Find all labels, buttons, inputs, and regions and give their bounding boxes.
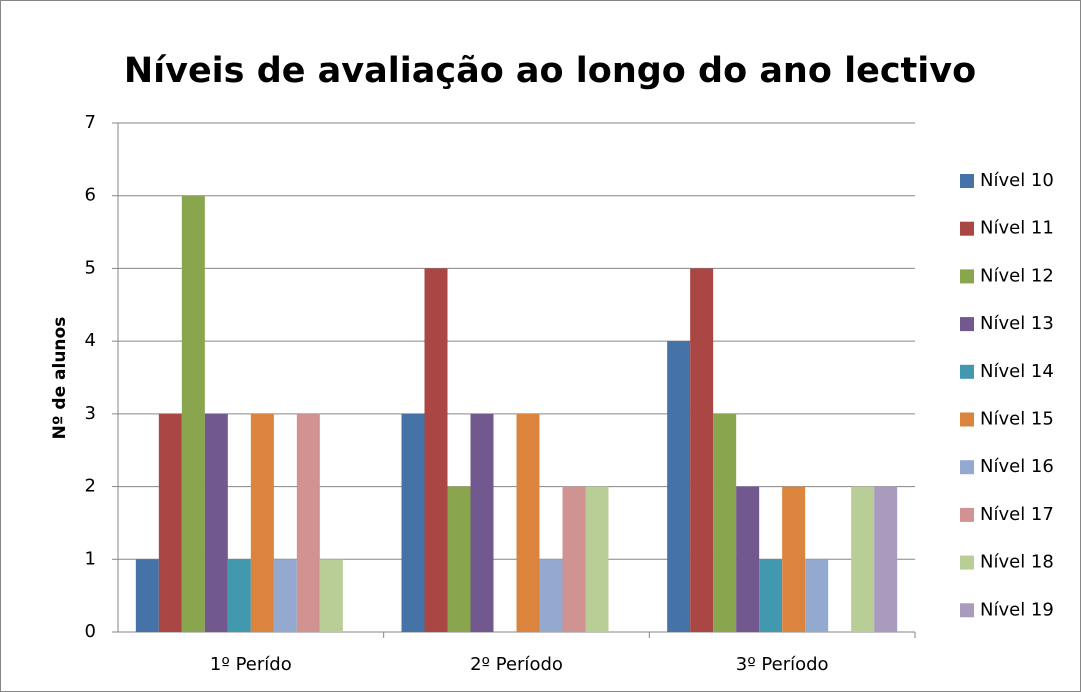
y-tick-label: 3 [85,403,96,424]
bar [447,486,471,632]
legend-label: Nível 12 [980,265,1054,286]
bar [667,341,691,632]
bar [713,413,737,632]
y-tick-label: 1 [85,548,96,569]
legend-swatch [960,412,974,427]
bar [273,559,297,632]
legend-swatch [960,460,974,475]
y-tick-label: 6 [85,185,96,206]
bar [516,413,540,632]
legend-swatch [960,269,974,284]
bar [690,268,714,632]
bar [296,413,320,632]
bar [135,559,159,632]
x-tick-label: 2º Período [470,654,563,675]
legend-label: Nível 14 [980,361,1054,382]
legend-label: Nível 13 [980,313,1054,334]
bar [227,559,251,632]
bar [805,559,829,632]
legend-swatch [960,221,974,236]
bar [562,486,586,632]
bar [158,413,182,632]
bar [204,413,228,632]
bar [782,486,806,632]
legend-label: Nível 18 [980,552,1054,573]
legend-label: Nível 17 [980,504,1054,525]
bar [470,413,494,632]
legend-swatch [960,317,974,332]
legend-label: Nível 15 [980,409,1054,430]
legend-swatch [960,507,974,522]
y-tick-label: 4 [85,330,96,351]
chart-title: Níveis de avaliação ao longo do ano lect… [124,51,976,91]
legend-label: Nível 16 [980,456,1054,477]
bar [319,559,343,632]
legend-swatch [960,555,974,570]
legend-label: Nível 19 [980,599,1054,620]
bar [759,559,783,632]
bar [250,413,274,632]
bar [539,559,563,632]
x-tick-label: 1º Perído [210,654,292,675]
legend-label: Nível 10 [980,170,1054,191]
legend-label: Nível 11 [980,218,1054,239]
y-tick-label: 0 [85,621,96,642]
bar [424,268,448,632]
bar [181,195,205,632]
bar [874,486,898,632]
y-tick-label: 5 [85,257,96,278]
y-tick-label: 7 [85,112,96,133]
y-tick-label: 2 [85,476,96,497]
bar [401,413,425,632]
bar [585,486,609,632]
bar [736,486,760,632]
legend-swatch [960,603,974,618]
legend-swatch [960,364,974,379]
legend-swatch [960,174,974,188]
y-axis-label: Nº de alunos [50,317,70,440]
bar [851,486,875,632]
x-tick-label: 3º Período [736,654,829,675]
